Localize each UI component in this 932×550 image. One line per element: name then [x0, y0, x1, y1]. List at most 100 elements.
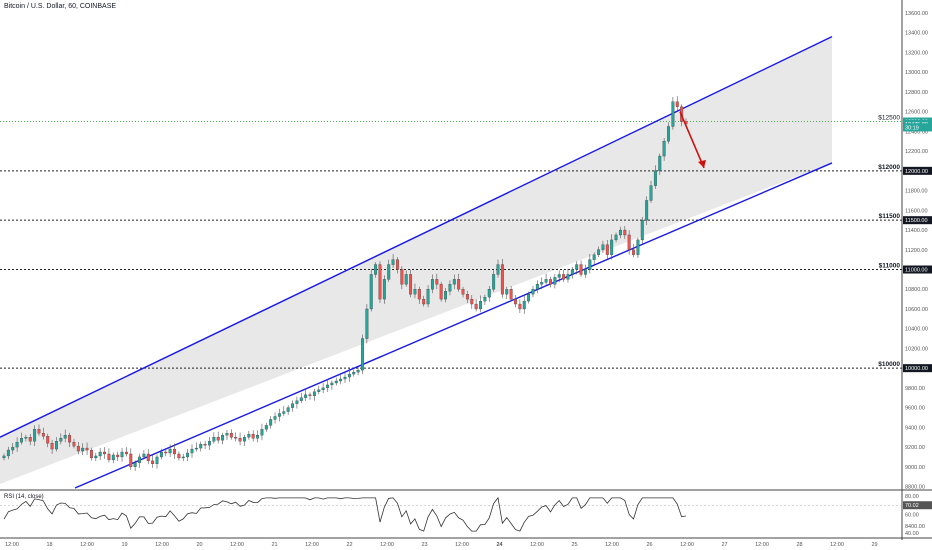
candle: [426, 289, 430, 305]
candle: [483, 296, 487, 302]
y-tick-label: 11800.00: [905, 189, 928, 195]
candle: [579, 264, 583, 275]
candle: [649, 185, 653, 201]
candle: [94, 455, 98, 459]
candle: [28, 437, 32, 442]
candle: [396, 259, 399, 270]
y-tick-label: 12200.00: [905, 149, 928, 155]
candle: [404, 274, 408, 285]
y-tick-label: 13600.00: [905, 11, 928, 17]
candle: [465, 294, 469, 300]
candle: [391, 259, 395, 265]
candle: [321, 387, 325, 391]
x-tick-label: 23: [421, 542, 427, 548]
rsi-tick-label: 70.02: [905, 503, 919, 509]
candle: [282, 411, 286, 414]
candle: [124, 451, 128, 455]
candle: [6, 449, 10, 457]
price-axis: [902, 0, 932, 550]
candle: [566, 274, 570, 280]
axis-badge: [903, 216, 932, 225]
y-tick-label: 11600.00: [905, 208, 928, 214]
candle: [597, 249, 601, 255]
x-tick-label: 25: [571, 542, 577, 548]
level-label: $11500: [879, 213, 901, 220]
candle: [11, 446, 15, 451]
candle: [159, 451, 163, 458]
candle: [317, 389, 321, 392]
y-tick-label: 13400.00: [905, 31, 928, 37]
channel-lower-line: [74, 162, 833, 489]
candle: [653, 170, 657, 186]
candle: [111, 454, 115, 461]
x-tick-label: 12:00: [455, 542, 469, 548]
candle: [334, 380, 338, 384]
arrow-line: [679, 111, 705, 169]
y-tick-label: 13200.00: [905, 50, 928, 56]
y-tick-label: 10400.00: [905, 327, 928, 333]
candle: [549, 279, 552, 285]
x-tick-label: 12:00: [530, 542, 544, 548]
candle: [352, 371, 356, 375]
rsi-title: RSI (14, close): [4, 494, 44, 500]
x-tick-label: 29: [871, 542, 877, 548]
candle: [667, 126, 670, 142]
candle: [356, 369, 360, 373]
candle: [20, 438, 23, 443]
candle: [400, 269, 404, 285]
candle: [199, 443, 203, 449]
candle: [173, 448, 176, 455]
candle: [164, 451, 168, 454]
candle: [242, 437, 246, 442]
candle: [194, 447, 198, 450]
rsi-tick-label: 40.00: [905, 531, 919, 537]
candle: [378, 264, 382, 300]
candle: [50, 442, 54, 450]
candle: [186, 452, 190, 458]
chart-title: Bitcoin / U.S. Dollar, 60, COINBASE: [4, 3, 117, 10]
candle: [326, 384, 329, 389]
candle: [330, 382, 334, 386]
candle: [575, 264, 579, 270]
y-tick-label: 9000.00: [905, 465, 925, 471]
candle: [120, 451, 124, 458]
axis-badge-label: 11000.00: [905, 268, 928, 274]
candle: [238, 438, 242, 442]
x-tick-label: 20: [196, 542, 202, 548]
candle: [479, 300, 482, 310]
candle: [181, 456, 185, 459]
candle: [41, 433, 45, 437]
channel-upper-line: [0, 36, 833, 438]
x-tick-label: 12:00: [155, 542, 169, 548]
x-tick-label: 12:00: [5, 542, 19, 548]
candle: [190, 448, 194, 454]
candle: [312, 391, 316, 396]
candle: [63, 435, 67, 439]
candle: [457, 279, 461, 290]
candle: [146, 453, 150, 462]
candle: [570, 269, 574, 275]
arrow-head: [698, 159, 706, 168]
candle: [645, 200, 649, 221]
candle: [461, 289, 465, 295]
candle: [212, 437, 216, 442]
rsi-badge: [903, 501, 932, 510]
candle: [208, 441, 211, 446]
candle: [605, 244, 609, 255]
candle: [409, 274, 413, 295]
candle: [46, 436, 50, 444]
x-tick-label: 12:00: [605, 542, 619, 548]
candle: [129, 453, 133, 467]
candle: [627, 234, 631, 250]
candle: [448, 284, 452, 292]
candle: [37, 429, 41, 434]
candle: [470, 298, 474, 305]
candle: [304, 394, 308, 398]
candle: [374, 264, 378, 275]
y-tick-label: 8800.00: [905, 485, 925, 491]
candle: [116, 454, 120, 458]
candle: [382, 279, 386, 300]
rsi-tick-label: 60.00: [905, 513, 919, 519]
candle: [474, 303, 478, 310]
